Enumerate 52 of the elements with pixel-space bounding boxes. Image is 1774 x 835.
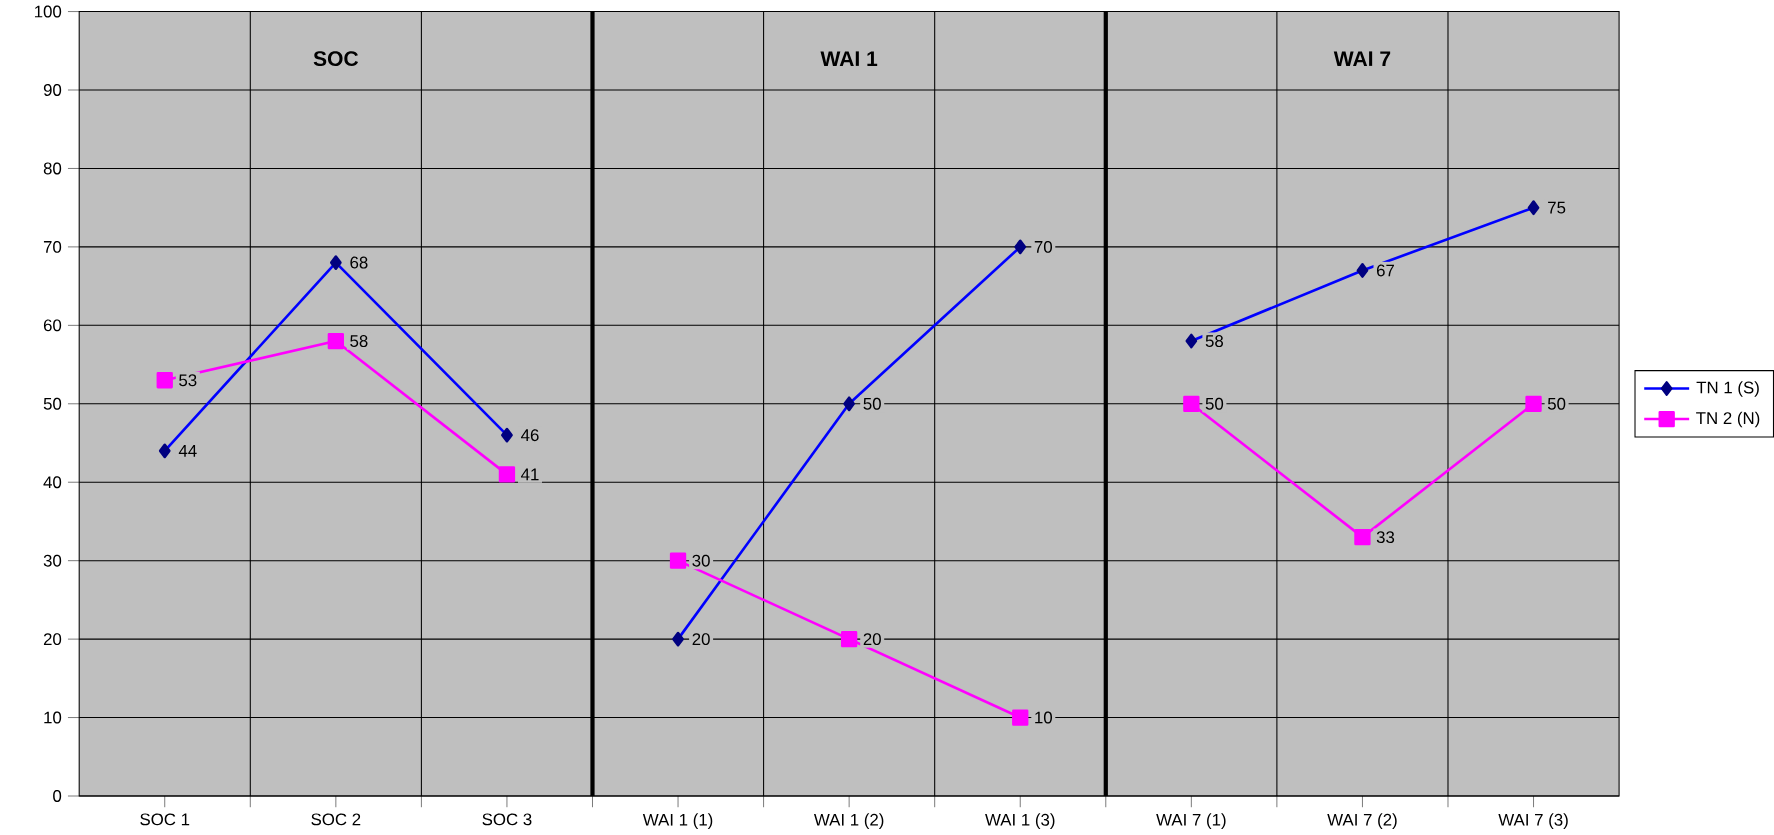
x-tick-label: SOC 3 [482,813,532,826]
x-tick-label: SOC 2 [311,813,361,826]
x-tick-label: WAI 1 (1) [642,813,713,830]
legend-label: TN 1 (S) [1696,381,1759,397]
x-tick-label: WAI 7 (2) [1327,813,1397,830]
point [1012,709,1029,726]
y-tick-label: 20 [43,633,62,646]
x-tick-label: WAI 1 (2) [813,813,884,830]
data-label: 58 [350,335,368,348]
x-tick-label: WAI 1 (3) [985,813,1055,830]
y-tick-label: 50 [43,397,62,410]
annotation: WAI 1 [820,51,878,67]
data-label: 33 [1376,531,1395,544]
data-label: 70 [1034,241,1053,254]
y-tick-label: 90 [43,84,62,97]
point [156,372,173,389]
point [840,631,858,648]
annotation: WAI 7 [1333,51,1391,67]
x-tick-label: SOC 1 [140,813,190,826]
data-label: 67 [1377,264,1394,277]
y-tick-label: 100 [34,5,62,18]
point [327,333,345,350]
point [498,466,516,483]
x-tick-label: WAI 7 (3) [1498,813,1568,830]
data-label: 75 [1548,201,1566,214]
y-tick-label: 10 [44,711,62,724]
data-label: 41 [521,468,539,481]
y-tick-label: 40 [43,476,62,489]
data-label: 68 [350,256,368,269]
x-tick-label: WAI 7 (1) [1156,813,1226,830]
y-tick-label: 30 [43,554,62,567]
y-tick-label: 80 [43,162,62,175]
point [1354,529,1371,546]
point [1183,395,1200,413]
data-label: 20 [692,633,710,646]
point [1525,395,1542,413]
data-label: 20 [863,633,881,646]
data-label: 46 [521,429,539,442]
y-tick-label: 60 [43,319,62,332]
legend-label: TN 2 (N) [1696,411,1760,428]
data-label: 53 [179,374,197,387]
data-label: 50 [863,397,881,410]
annotation: SOC [313,51,359,67]
y-tick-label: 0 [53,790,62,803]
data-label: 58 [1205,335,1224,348]
data-label: 30 [692,554,710,567]
y-tick-label: 70 [43,241,62,254]
point [669,552,687,569]
data-label: 44 [178,445,197,457]
data-label: 50 [1205,397,1224,410]
data-label: 50 [1547,397,1566,410]
data-label: 10 [1035,711,1053,724]
